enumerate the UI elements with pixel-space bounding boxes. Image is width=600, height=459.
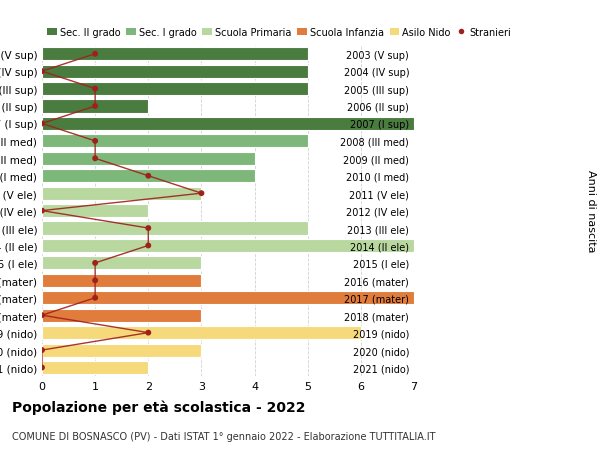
Text: COMUNE DI BOSNASCO (PV) - Dati ISTAT 1° gennaio 2022 - Elaborazione TUTTITALIA.I: COMUNE DI BOSNASCO (PV) - Dati ISTAT 1° … (12, 431, 436, 442)
Point (143, 173, 153, 180)
Bar (42, 309, 202, 322)
Bar (42, 118, 414, 131)
Point (91, 103, 100, 111)
Bar (42, 326, 361, 339)
Bar (42, 170, 254, 183)
Point (91, 294, 100, 302)
Point (91, 51, 100, 58)
Point (91, 155, 100, 162)
Point (37, 68, 47, 76)
Point (37, 347, 47, 354)
Bar (42, 344, 202, 357)
Point (37, 312, 47, 319)
Point (91, 260, 100, 267)
Bar (42, 361, 148, 374)
Bar (42, 152, 254, 166)
Bar (42, 205, 148, 218)
Point (143, 225, 153, 232)
Bar (42, 100, 148, 113)
Bar (42, 66, 308, 78)
Bar (42, 48, 308, 61)
Point (91, 138, 100, 145)
Bar (42, 274, 202, 287)
Point (91, 86, 100, 93)
Point (91, 277, 100, 285)
Text: Anni di nascita: Anni di nascita (586, 170, 596, 252)
Point (37, 364, 47, 371)
Bar (42, 187, 202, 200)
Point (197, 190, 206, 197)
Bar (42, 135, 308, 148)
Text: Popolazione per età scolastica - 2022: Popolazione per età scolastica - 2022 (12, 399, 305, 414)
Point (143, 242, 153, 250)
Bar (42, 240, 414, 252)
Bar (42, 222, 308, 235)
Bar (42, 291, 414, 305)
Bar (42, 83, 308, 96)
Point (143, 329, 153, 336)
Point (37, 121, 47, 128)
Legend: Sec. II grado, Sec. I grado, Scuola Primaria, Scuola Infanzia, Asilo Nido, Stran: Sec. II grado, Sec. I grado, Scuola Prim… (47, 28, 511, 38)
Bar (42, 257, 202, 270)
Point (37, 207, 47, 215)
